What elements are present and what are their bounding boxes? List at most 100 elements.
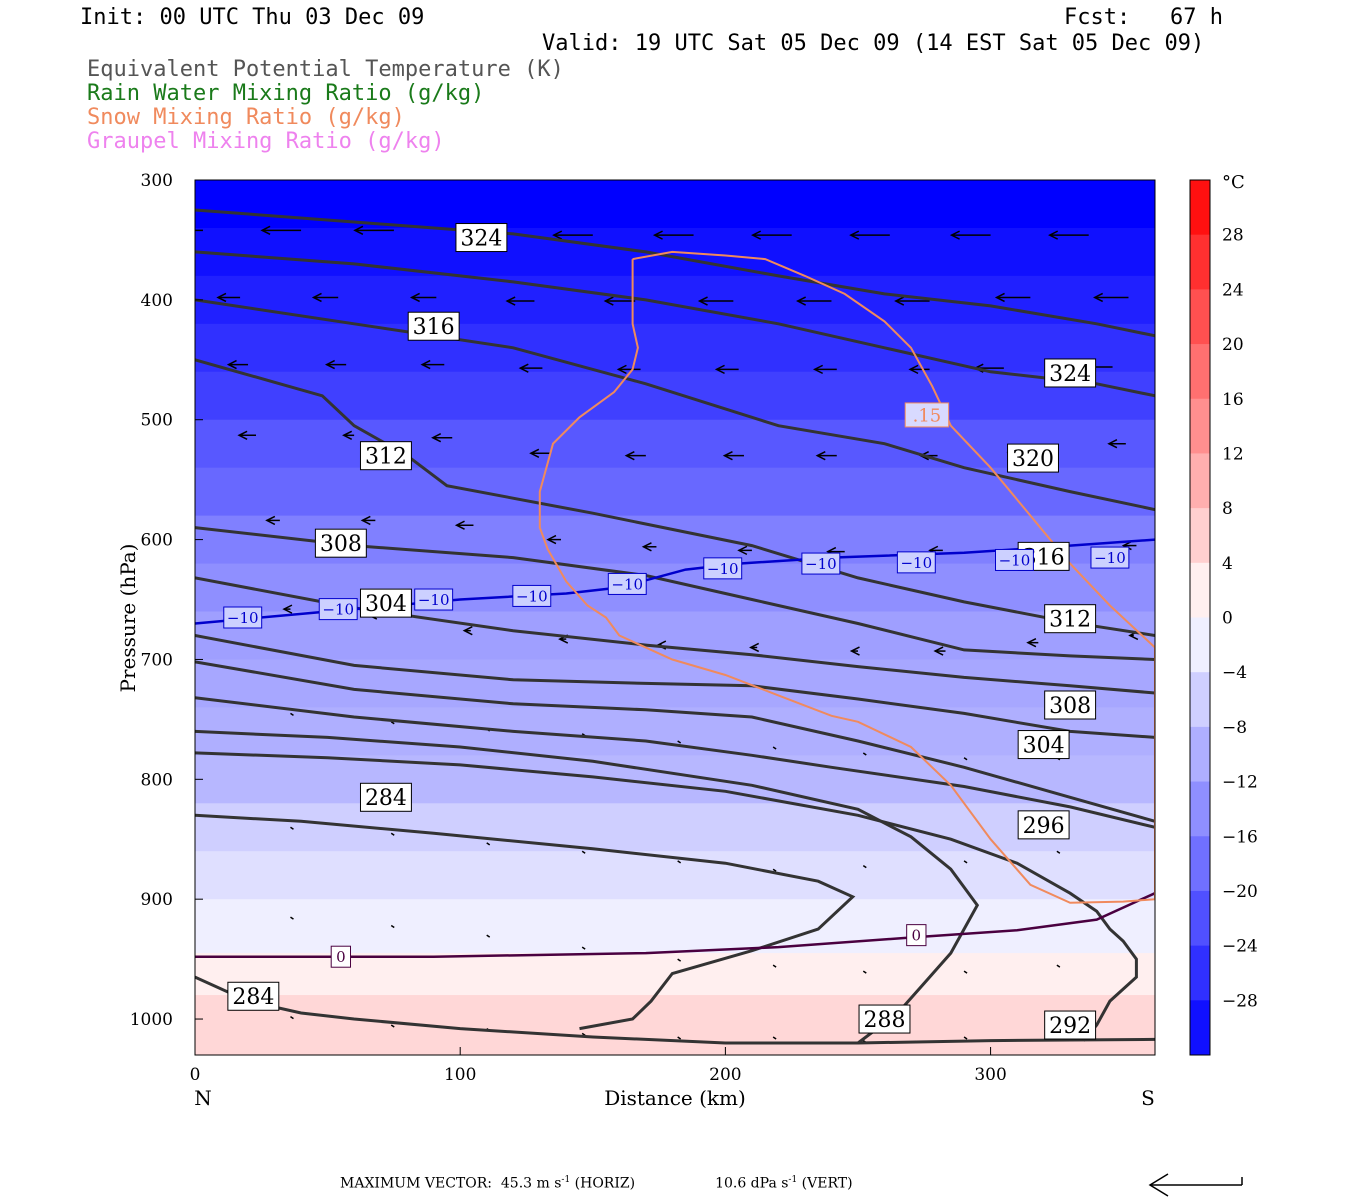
theta-e-label-box bbox=[359, 441, 412, 471]
wind-vector bbox=[265, 515, 280, 526]
colorbar-swatch bbox=[1190, 672, 1210, 728]
theta-e-label: 308 bbox=[314, 528, 367, 558]
wind-vector bbox=[486, 842, 491, 846]
wind-vector bbox=[390, 924, 395, 929]
colorbar-tick-label: 0 bbox=[1222, 609, 1233, 629]
colorbar-tick-label: −4 bbox=[1222, 663, 1247, 683]
wind-vector-head bbox=[849, 230, 860, 240]
wind-vector-head bbox=[603, 296, 614, 306]
valid-time: Valid: 19 UTC Sat 05 Dec 09 (14 EST Sat … bbox=[542, 31, 1205, 56]
colorbar-tick-label: −20 bbox=[1222, 882, 1258, 902]
wind-vector bbox=[1056, 850, 1061, 854]
forecast-hour: Fcst: 67 h bbox=[1064, 5, 1223, 30]
isotherm-label-box bbox=[318, 598, 358, 621]
isotherm-label-box bbox=[994, 548, 1034, 571]
wind-vector bbox=[1093, 292, 1129, 303]
wind-vector bbox=[260, 225, 302, 236]
wind-vector bbox=[849, 646, 860, 656]
wind-vector bbox=[581, 850, 586, 854]
wind-vector bbox=[677, 958, 682, 962]
isotherm-label-text: −10 bbox=[1094, 549, 1126, 567]
wind-vector-head bbox=[265, 515, 276, 526]
isotherm-label: −10 bbox=[1090, 546, 1130, 569]
colorbar-tick-label: 24 bbox=[1222, 280, 1244, 300]
wind-vector-head bbox=[518, 363, 529, 373]
colorbar-swatch bbox=[1190, 508, 1210, 564]
wind-vector bbox=[290, 1016, 294, 1020]
theta-e-label: 296 bbox=[1017, 810, 1070, 840]
colorbar-swatch bbox=[1190, 398, 1210, 454]
isotherm-label-box bbox=[512, 584, 552, 607]
wind-vector bbox=[518, 363, 543, 373]
wind-vector bbox=[164, 226, 203, 234]
wind-vector-head bbox=[933, 646, 944, 656]
wind-vector bbox=[933, 646, 946, 656]
colorbar-tick-label: −8 bbox=[1222, 718, 1247, 738]
snow-contour-label: .15 bbox=[904, 402, 950, 428]
colorbar-swatch bbox=[1190, 781, 1210, 837]
wind-vector-head bbox=[226, 359, 237, 370]
wind-vector bbox=[624, 451, 646, 461]
theta-e-label-text: 316 bbox=[413, 315, 455, 340]
wind-vector-head bbox=[1048, 230, 1059, 240]
theta-e-label-text: 312 bbox=[1049, 608, 1091, 633]
wind-vector-head bbox=[505, 296, 516, 306]
temperature-band bbox=[195, 995, 1155, 1055]
theta-e-label-box bbox=[227, 981, 280, 1011]
wind-vector bbox=[908, 364, 930, 375]
horiz-suffix: (HORIZ) bbox=[570, 1175, 636, 1192]
wind-vector bbox=[697, 296, 734, 306]
theta-e-label: 324 bbox=[1044, 358, 1097, 388]
wind-vector-head bbox=[342, 430, 353, 440]
wind-vector-head bbox=[454, 520, 465, 530]
wind-vector-head bbox=[462, 626, 473, 636]
theta-e-label: 324 bbox=[455, 223, 508, 253]
theta-e-contour-300 bbox=[195, 696, 1155, 829]
snow-contour-label-text: .15 bbox=[913, 405, 942, 426]
wind-vector-head bbox=[795, 296, 806, 306]
theta-e-contour-304 bbox=[195, 660, 1155, 823]
wind-vector bbox=[454, 520, 474, 530]
temperature-band bbox=[195, 275, 1155, 325]
y-tick-label: 500 bbox=[141, 411, 173, 431]
wind-vector-head bbox=[737, 545, 748, 556]
wind-vector-head bbox=[164, 226, 172, 234]
theta-e-contour-296 bbox=[195, 729, 980, 1045]
wind-vector bbox=[290, 826, 294, 830]
wind-vector bbox=[546, 534, 561, 545]
theta-e-contour-292 bbox=[195, 751, 1138, 1042]
theta-e-label: 288 bbox=[858, 1004, 911, 1034]
wind-vector bbox=[409, 292, 437, 303]
wind-vector bbox=[812, 364, 837, 375]
isotherm-label: −10 bbox=[318, 598, 358, 621]
wind-vector-head bbox=[260, 225, 271, 236]
theta-e-label: 292 bbox=[1044, 1010, 1097, 1040]
theta-e-label: 304 bbox=[1017, 730, 1070, 760]
wind-vector bbox=[505, 296, 535, 306]
colorbar-tick-label: 4 bbox=[1222, 554, 1233, 574]
isotherm-label-box bbox=[223, 606, 263, 629]
wind-vector bbox=[677, 740, 682, 744]
temperature-band bbox=[195, 953, 1155, 997]
wind-vector bbox=[1056, 964, 1061, 968]
wind-vector-head bbox=[697, 296, 708, 306]
wind-vector-head bbox=[546, 534, 557, 545]
theta-e-label: 320 bbox=[1007, 443, 1059, 473]
isotherm-label-text: −10 bbox=[516, 587, 548, 605]
wind-vector-head bbox=[216, 292, 227, 303]
theta-e-label: 312 bbox=[1044, 604, 1097, 634]
isotherm-label-text: −10 bbox=[322, 601, 354, 619]
field-title-rain: Rain Water Mixing Ratio (g/kg) bbox=[87, 81, 485, 106]
isotherm-zero-label: 0 bbox=[330, 945, 352, 968]
wind-vector bbox=[216, 292, 241, 303]
theta-e-label-box bbox=[1044, 1010, 1097, 1040]
wind-vector bbox=[360, 515, 376, 526]
isotherm-label-text: −10 bbox=[418, 591, 450, 609]
wind-vector bbox=[290, 916, 294, 920]
x-tick-label: 300 bbox=[974, 1065, 1006, 1085]
wind-vector bbox=[342, 430, 355, 440]
colorbar-tick-label: 16 bbox=[1222, 390, 1244, 410]
theta-e-label-text: 304 bbox=[1023, 733, 1065, 758]
theta-e-contour-324 bbox=[195, 298, 1155, 512]
wind-vector bbox=[641, 542, 657, 552]
